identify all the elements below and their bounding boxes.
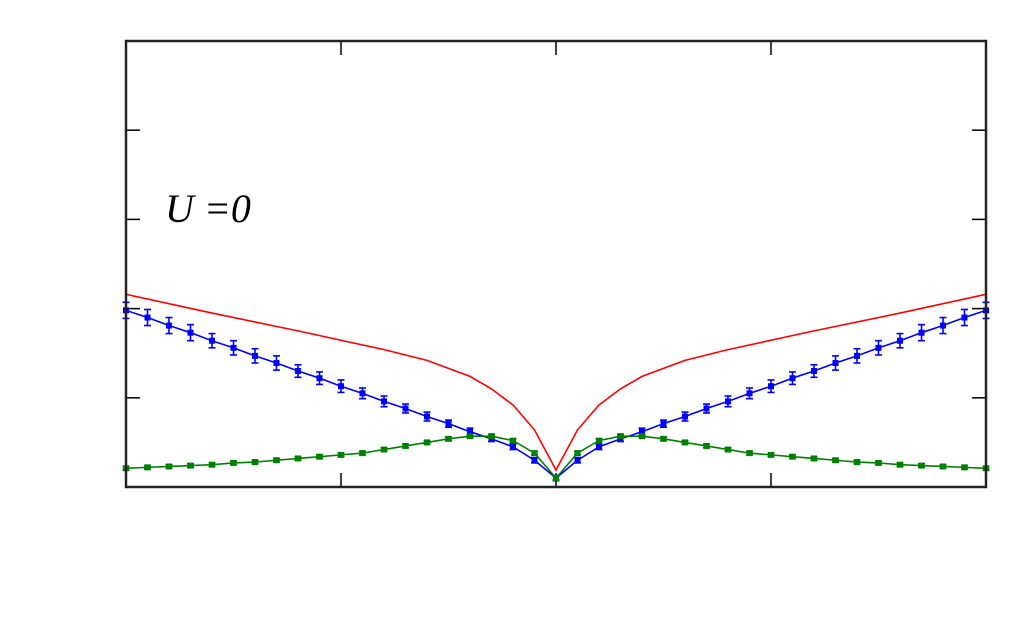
marker — [746, 450, 753, 457]
marker — [166, 463, 172, 470]
marker — [359, 450, 366, 457]
marker — [338, 383, 344, 390]
series-line — [125, 309, 987, 480]
marker — [811, 368, 817, 375]
marker — [725, 446, 731, 453]
marker — [940, 463, 946, 470]
marker — [488, 433, 495, 440]
marker — [273, 457, 280, 464]
marker — [811, 455, 817, 462]
marker — [445, 420, 452, 427]
marker — [854, 352, 860, 359]
marker — [789, 453, 796, 460]
marker — [531, 457, 538, 464]
marker — [875, 459, 882, 466]
marker — [295, 368, 301, 375]
marker — [660, 435, 667, 442]
marker — [574, 450, 581, 457]
marker — [316, 453, 323, 460]
marker — [445, 435, 452, 442]
marker — [703, 442, 710, 449]
marker — [144, 314, 151, 321]
marker — [682, 439, 688, 446]
marker — [381, 398, 387, 405]
marker — [402, 442, 409, 449]
marker — [961, 314, 968, 321]
marker — [768, 451, 774, 458]
marker — [639, 433, 645, 440]
marker — [531, 450, 538, 457]
marker — [187, 329, 194, 336]
marker — [467, 428, 473, 435]
marker — [166, 322, 172, 329]
marker — [144, 464, 151, 471]
marker — [854, 459, 860, 466]
marker — [230, 459, 237, 466]
marker — [316, 375, 323, 382]
marker — [897, 337, 903, 344]
marker — [402, 405, 409, 412]
marker — [209, 337, 215, 344]
marker — [832, 360, 839, 367]
marker — [768, 383, 774, 390]
marker — [424, 439, 430, 446]
marker — [918, 462, 925, 469]
series-line — [125, 435, 987, 480]
marker — [746, 390, 753, 397]
marker — [252, 352, 258, 359]
marker — [897, 461, 903, 468]
marker — [940, 322, 946, 329]
marker — [510, 443, 516, 450]
marker — [273, 360, 280, 367]
annotation: U =0 — [165, 186, 251, 231]
marker — [918, 329, 925, 336]
marker — [338, 451, 344, 458]
marker — [639, 428, 645, 435]
marker — [660, 420, 667, 427]
marker — [596, 443, 602, 450]
marker — [209, 461, 215, 468]
marker — [381, 446, 387, 453]
marker — [832, 457, 839, 464]
marker — [725, 398, 731, 405]
marker — [553, 475, 559, 482]
marker — [703, 405, 710, 412]
marker — [295, 455, 301, 462]
marker — [789, 375, 796, 382]
marker — [467, 433, 473, 440]
marker — [510, 437, 516, 444]
series-line — [125, 293, 987, 472]
marker — [596, 437, 602, 444]
marker — [359, 390, 366, 397]
marker — [961, 464, 968, 471]
marker — [252, 459, 258, 466]
marker — [875, 344, 882, 351]
marker — [617, 433, 624, 440]
marker — [574, 457, 581, 464]
plot-frame — [124, 39, 988, 489]
marker — [682, 413, 688, 420]
marker — [230, 344, 237, 351]
marker — [424, 413, 430, 420]
marker — [187, 462, 194, 469]
